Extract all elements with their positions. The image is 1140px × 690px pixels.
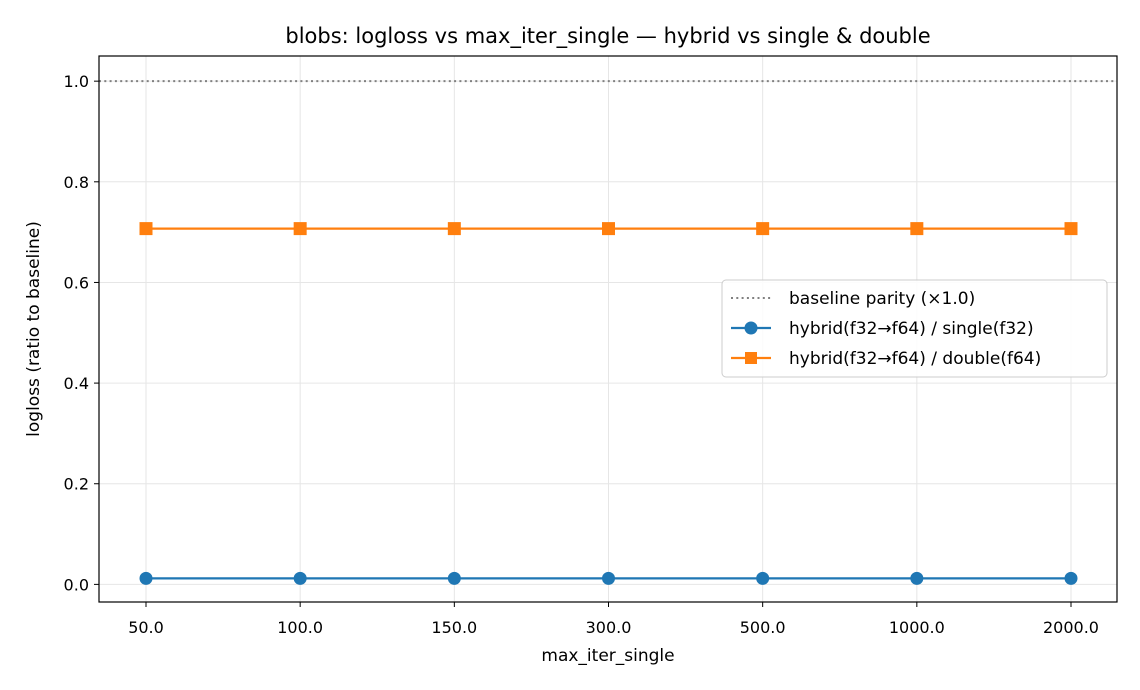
series-1-point: [447, 222, 461, 236]
legend-label-baseline: baseline parity (×1.0): [789, 289, 975, 309]
x-tick-label: 500.0: [740, 618, 786, 637]
legend-label-series-0: hybrid(f32→f64) / single(f32): [789, 319, 1034, 339]
legend: baseline parity (×1.0) hybrid(f32→f64) /…: [721, 279, 1108, 378]
legend-marker-series-0: [744, 321, 758, 335]
series-0-point: [447, 571, 461, 585]
series-0-point: [756, 571, 770, 585]
series-1: [139, 222, 1078, 236]
x-axis-label: max_iter_single: [541, 646, 674, 666]
x-tick-label: 50.0: [128, 618, 164, 637]
x-tick-label: 1000.0: [889, 618, 945, 637]
x-tick-label: 2000.0: [1043, 618, 1099, 637]
series-1-point: [756, 222, 770, 236]
series-0-point: [139, 571, 153, 585]
x-tick-label: 150.0: [431, 618, 477, 637]
series-layer: [139, 222, 1078, 585]
y-tick-label: 0.4: [64, 374, 89, 393]
series-1-point: [139, 222, 153, 236]
series-0-point: [293, 571, 307, 585]
series-0-point: [602, 571, 615, 585]
legend-marker-series-1: [745, 352, 757, 364]
x-tick-label: 100.0: [277, 618, 323, 637]
x-tick-label: 300.0: [586, 618, 632, 637]
series-1-point: [1064, 222, 1078, 236]
y-tick-label: 0.0: [64, 575, 89, 594]
series-1-point: [602, 222, 615, 236]
y-tick-label: 0.6: [64, 273, 89, 292]
y-tick-label: 0.8: [64, 173, 89, 192]
legend-box: [721, 279, 1108, 378]
series-1-point: [293, 222, 307, 236]
y-tick-layer: 0.0 0.2 0.4 0.6 0.8 1.0: [64, 72, 99, 594]
y-tick-label: 1.0: [64, 72, 89, 91]
series-0: [139, 571, 1078, 585]
series-1-point: [910, 222, 924, 236]
x-tick-layer: 50.0 100.0 150.0 300.0 500.0 1000.0 2000.0: [128, 602, 1099, 637]
y-tick-label: 0.2: [64, 475, 89, 494]
legend-label-series-1: hybrid(f32→f64) / double(f64): [789, 349, 1041, 369]
y-axis-label: logloss (ratio to baseline): [24, 221, 44, 437]
chart-title: blobs: logloss vs max_iter_single — hybr…: [285, 24, 930, 49]
series-0-point: [910, 571, 924, 585]
series-0-point: [1064, 571, 1078, 585]
